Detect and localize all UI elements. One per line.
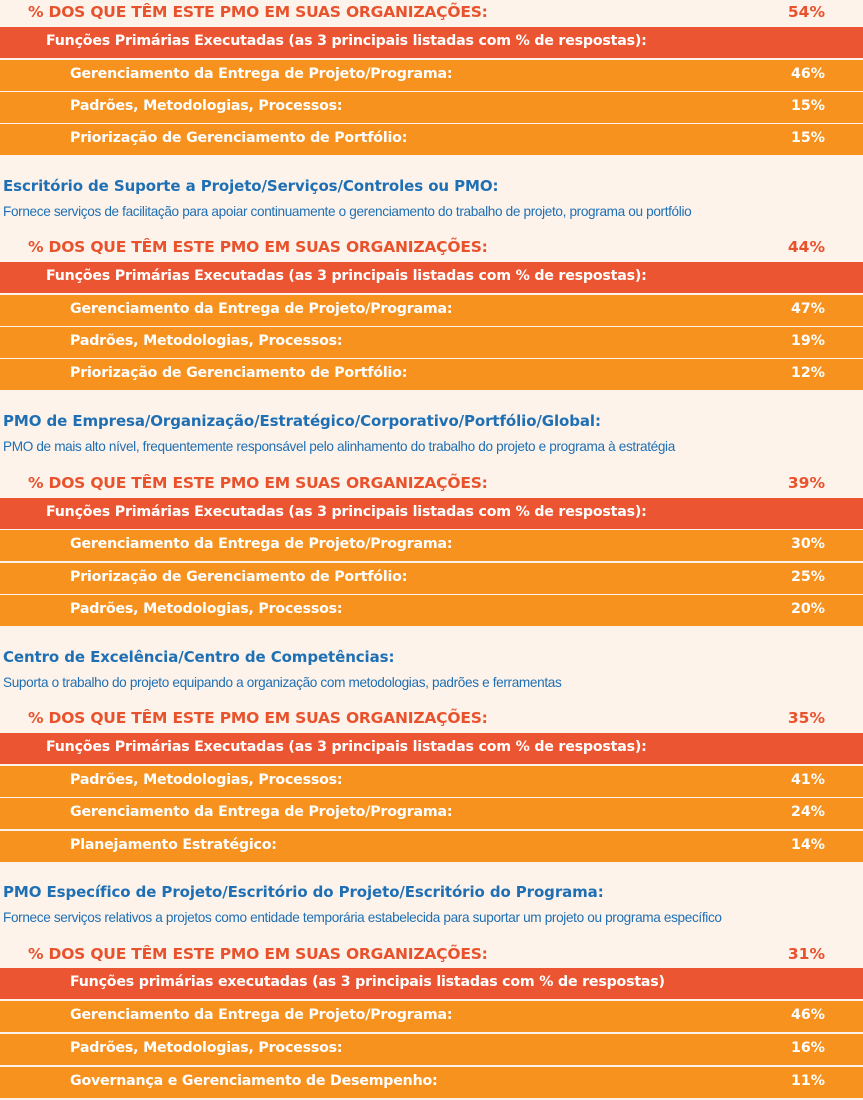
function-label: Padrões, Metodologias, Processos:	[70, 98, 343, 114]
function-label: Governança e Gerenciamento de Desempenho…	[70, 1073, 438, 1089]
pmo-share-label: % DOS QUE TÊM ESTE PMO EM SUAS ORGANIZAÇ…	[28, 474, 488, 492]
function-value: 12%	[791, 365, 825, 381]
pmo-type-description: Suporta o trabalho do projeto equipando …	[3, 675, 562, 690]
functions-header: Funções Primárias Executadas (as 3 princ…	[0, 27, 863, 58]
function-label: Gerenciamento da Entrega de Projeto/Prog…	[70, 66, 453, 82]
functions-header: Funções Primárias Executadas (as 3 princ…	[0, 262, 863, 293]
pmo-share-label: % DOS QUE TÊM ESTE PMO EM SUAS ORGANIZAÇ…	[28, 945, 488, 963]
function-label: Padrões, Metodologias, Processos:	[70, 772, 343, 788]
pmo-type-title: PMO de Empresa/Organização/Estratégico/C…	[3, 412, 601, 430]
function-value: 46%	[791, 66, 825, 82]
function-label: Gerenciamento da Entrega de Projeto/Prog…	[70, 301, 453, 317]
functions-header-label: Funções primárias executadas (as 3 princ…	[70, 974, 665, 990]
function-row: Gerenciamento da Entrega de Projeto/Prog…	[0, 530, 863, 561]
functions-header: Funções Primárias Executadas (as 3 princ…	[0, 498, 863, 529]
functions-header-label: Funções Primárias Executadas (as 3 princ…	[46, 268, 647, 284]
function-row: Planejamento Estratégico: 14%	[0, 831, 863, 862]
functions-header: Funções Primárias Executadas (as 3 princ…	[0, 733, 863, 764]
pmo-share-value: 31%	[787, 945, 825, 963]
function-row: Gerenciamento da Entrega de Projeto/Prog…	[0, 798, 863, 829]
function-row: Padrões, Metodologias, Processos: 41%	[0, 766, 863, 797]
function-row: Padrões, Metodologias, Processos: 20%	[0, 595, 863, 626]
pmo-type-title: PMO Específico de Projeto/Escritório do …	[3, 883, 604, 901]
pmo-share-row: % DOS QUE TÊM ESTE PMO EM SUAS ORGANIZAÇ…	[0, 236, 863, 260]
pmo-type-description: PMO de mais alto nível, frequentemente r…	[3, 439, 675, 454]
function-row: Gerenciamento da Entrega de Projeto/Prog…	[0, 60, 863, 91]
function-label: Priorização de Gerenciamento de Portfóli…	[70, 365, 408, 381]
pmo-share-value: 35%	[787, 709, 825, 727]
function-row: Governança e Gerenciamento de Desempenho…	[0, 1067, 863, 1098]
function-label: Priorização de Gerenciamento de Portfóli…	[70, 569, 408, 585]
function-row: Gerenciamento da Entrega de Projeto/Prog…	[0, 1001, 863, 1032]
pmo-share-row: % DOS QUE TÊM ESTE PMO EM SUAS ORGANIZAÇ…	[0, 1, 863, 25]
function-value: 11%	[791, 1073, 825, 1089]
functions-header-label: Funções Primárias Executadas (as 3 princ…	[46, 33, 647, 49]
function-row: Priorização de Gerenciamento de Portfóli…	[0, 124, 863, 155]
function-label: Gerenciamento da Entrega de Projeto/Prog…	[70, 804, 453, 820]
function-row: Padrões, Metodologias, Processos: 16%	[0, 1034, 863, 1065]
function-row: Priorização de Gerenciamento de Portfóli…	[0, 563, 863, 594]
function-value: 15%	[791, 130, 825, 146]
function-label: Padrões, Metodologias, Processos:	[70, 601, 343, 617]
functions-header-label: Funções Primárias Executadas (as 3 princ…	[46, 739, 647, 755]
pmo-share-value: 44%	[787, 238, 825, 256]
function-value: 46%	[791, 1007, 825, 1023]
function-value: 14%	[791, 837, 825, 853]
pmo-share-value: 39%	[787, 474, 825, 492]
function-value: 15%	[791, 98, 825, 114]
function-row: Padrões, Metodologias, Processos: 19%	[0, 327, 863, 358]
function-label: Padrões, Metodologias, Processos:	[70, 1040, 343, 1056]
pmo-share-label: % DOS QUE TÊM ESTE PMO EM SUAS ORGANIZAÇ…	[28, 3, 488, 21]
function-value: 25%	[791, 569, 825, 585]
pmo-type-title: Centro de Excelência/Centro de Competênc…	[3, 648, 395, 666]
function-value: 47%	[791, 301, 825, 317]
function-label: Padrões, Metodologias, Processos:	[70, 333, 343, 349]
function-value: 16%	[791, 1040, 825, 1056]
function-value: 30%	[791, 536, 825, 552]
pmo-type-description: Fornece serviços relativos a projetos co…	[3, 910, 722, 925]
functions-header: Funções primárias executadas (as 3 princ…	[0, 968, 863, 999]
pmo-type-title: Escritório de Suporte a Projeto/Serviços…	[3, 177, 499, 195]
pmo-share-value: 54%	[787, 3, 825, 21]
function-value: 41%	[791, 772, 825, 788]
pmo-share-label: % DOS QUE TÊM ESTE PMO EM SUAS ORGANIZAÇ…	[28, 709, 488, 727]
function-label: Planejamento Estratégico:	[70, 837, 277, 853]
function-row: Gerenciamento da Entrega de Projeto/Prog…	[0, 295, 863, 326]
function-label: Priorização de Gerenciamento de Portfóli…	[70, 130, 408, 146]
function-row: Padrões, Metodologias, Processos: 15%	[0, 92, 863, 123]
functions-header-label: Funções Primárias Executadas (as 3 princ…	[46, 504, 647, 520]
function-value: 19%	[791, 333, 825, 349]
pmo-share-label: % DOS QUE TÊM ESTE PMO EM SUAS ORGANIZAÇ…	[28, 238, 488, 256]
pmo-share-row: % DOS QUE TÊM ESTE PMO EM SUAS ORGANIZAÇ…	[0, 472, 863, 496]
function-value: 24%	[791, 804, 825, 820]
function-label: Gerenciamento da Entrega de Projeto/Prog…	[70, 536, 453, 552]
function-row: Priorização de Gerenciamento de Portfóli…	[0, 359, 863, 390]
function-label: Gerenciamento da Entrega de Projeto/Prog…	[70, 1007, 453, 1023]
pmo-share-row: % DOS QUE TÊM ESTE PMO EM SUAS ORGANIZAÇ…	[0, 707, 863, 731]
pmo-share-row: % DOS QUE TÊM ESTE PMO EM SUAS ORGANIZAÇ…	[0, 943, 863, 967]
function-value: 20%	[791, 601, 825, 617]
pmo-type-description: Fornece serviços de facilitação para apo…	[3, 204, 692, 219]
